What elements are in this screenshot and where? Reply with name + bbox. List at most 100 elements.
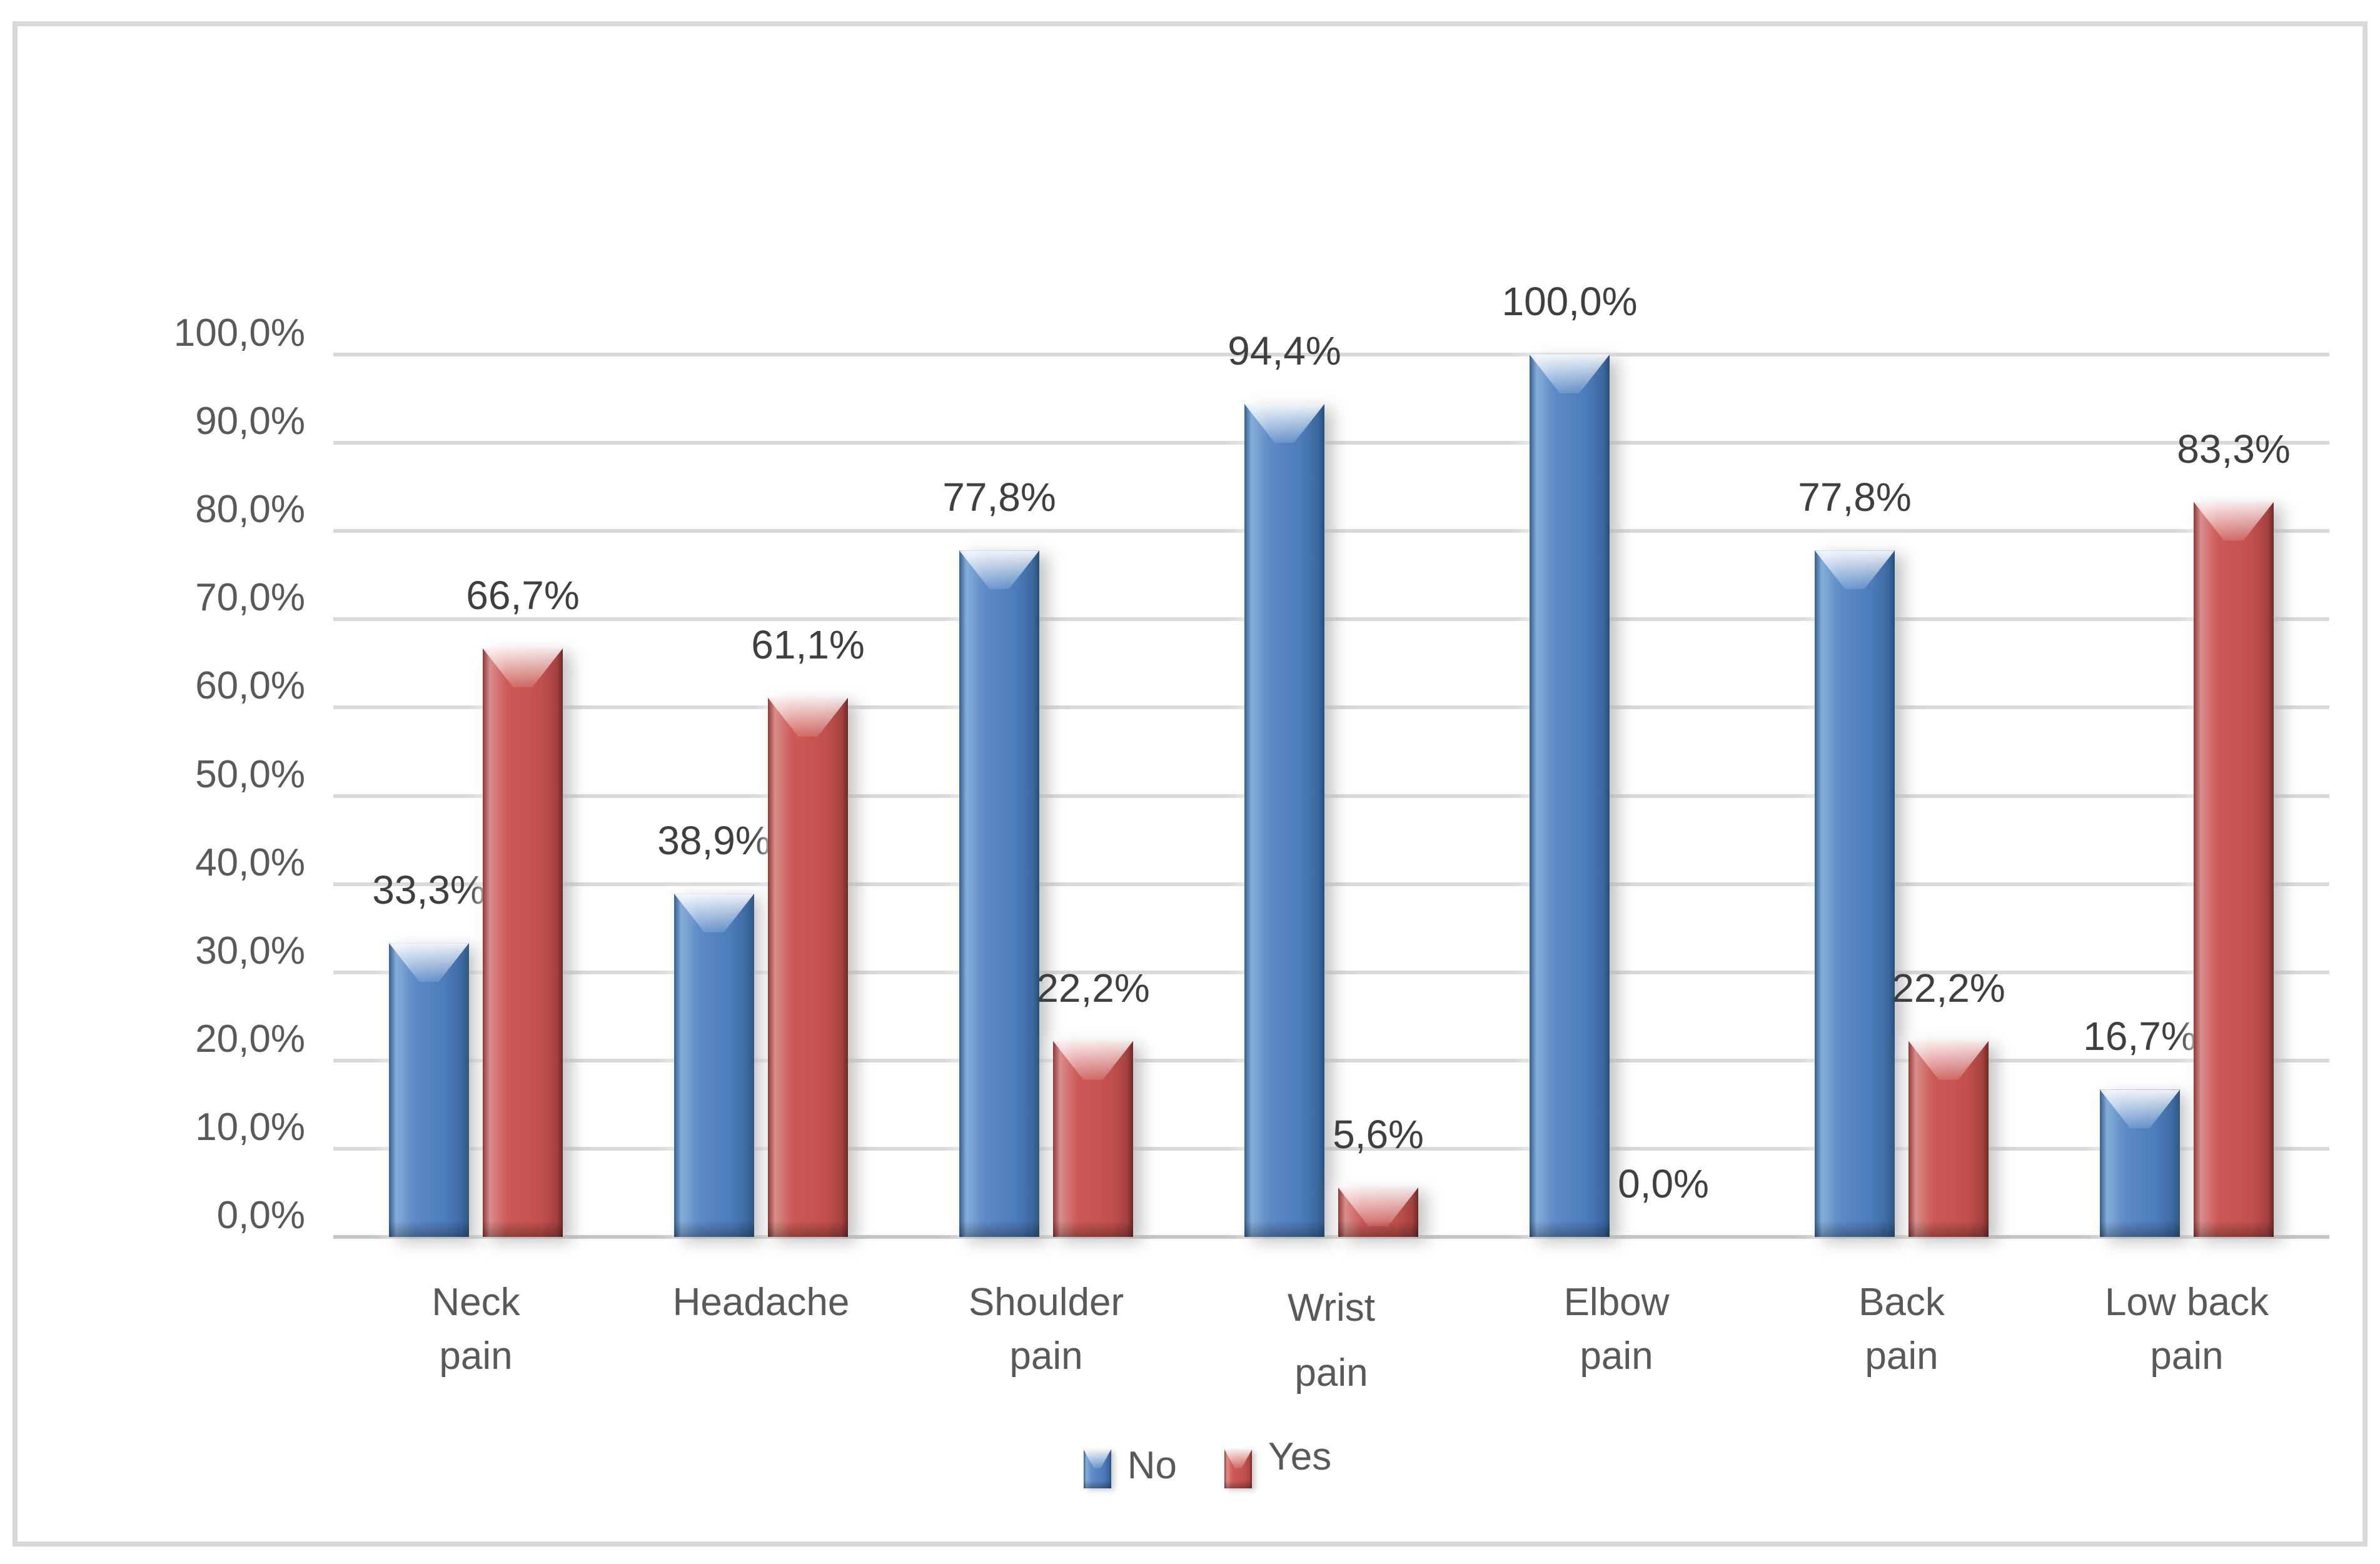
bar-top-bevel [1244,404,1324,443]
gridline [333,617,2329,622]
bar-top-bevel [2100,1089,2180,1129]
data-label: 22,2% [1036,965,1150,1011]
y-tick-label: 40,0% [195,840,305,884]
bar-top-bevel [1530,355,1610,393]
bar-no [1815,550,1895,1237]
category-label: Neck pain [431,1281,520,1378]
legend-label: Yes [1268,1435,1332,1478]
data-label: 0,0% [1618,1161,1709,1206]
plot-area: 33,3% 66,7% 38,9% 61,1% 77,8% 22,2% 94,4% 5,6% 1… [333,279,2329,1239]
bar-slot: 33,3% [372,355,486,1237]
category-axis: Neck pain Headache Shoulder pain Wrist pain… [333,1276,2329,1406]
bar-groups: 33,3% 66,7% 38,9% 61,1% 77,8% 22,2% 94,4% 5,6% 1… [333,279,2329,1237]
legend-swatch-shade [1224,1481,1253,1488]
bar-bottom-shade [389,1221,469,1237]
bar-bottom-shade [768,1221,848,1237]
bar-bottom-shade [1244,1221,1324,1237]
bar-yes [1338,1187,1418,1237]
bar-no [2100,1089,2180,1237]
bar-slot: 83,3% [2177,355,2291,1237]
legend-item-yes: Yes [1224,1435,1331,1491]
gridline [333,794,2329,798]
data-label: 83,3% [2177,426,2291,472]
data-label: 61,1% [751,622,865,667]
x-axis-line [333,1235,2329,1239]
bar-top-bevel [674,894,754,933]
category-label: Low back pain [2105,1281,2269,1378]
chart-frame: 33,3% 66,7% 38,9% 61,1% 77,8% 22,2% 94,4% 5,6% 1… [13,21,2367,1546]
data-label: 16,7% [2083,1014,2197,1059]
bar-group: 16,7% 83,3% [2044,355,2329,1237]
bar-yes [1909,1041,1989,1237]
legend-item-no: No [1083,1441,1177,1491]
data-label: 66,7% [466,572,580,618]
legend-swatch-no [1083,1450,1111,1488]
bar-group: 77,8% 22,2% [904,355,1189,1237]
y-tick-label: 0,0% [216,1194,305,1237]
bar-group: 94,4% 5,6% [1189,328,1474,1237]
bar-group: 77,8% 22,2% [1759,355,2044,1237]
data-label: 94,4% [1228,328,1341,374]
y-tick-label: 30,0% [195,929,305,972]
gridline [333,1146,2329,1151]
y-tick-label: 80,0% [195,488,305,532]
data-label: 33,3% [372,867,486,913]
y-tick-label: 50,0% [195,752,305,796]
category-label: Wrist pain [1287,1286,1376,1395]
gridline [333,882,2329,886]
data-label: 100,0% [1501,279,1638,324]
y-tick-label: 60,0% [195,664,305,708]
gridline [333,353,2329,356]
y-tick-label: 10,0% [195,1105,305,1149]
bar-group: 100,0% 0,0% [1474,279,1759,1237]
category-label: Back pain [1858,1281,1945,1378]
legend: No Yes [18,1435,2380,1491]
bar-slot: 5,6% [1333,355,1424,1237]
gridline [333,529,2329,533]
bar-bottom-shade [1909,1221,1989,1237]
bar-top-bevel [1815,550,1895,590]
bar-bottom-shade [1815,1221,1895,1237]
bar-yes [2194,502,2274,1237]
bar-no [674,894,754,1237]
category-label: Shoulder pain [968,1281,1124,1378]
bar-slot: 77,8% [1798,355,1912,1237]
bar-yes [1053,1041,1133,1237]
bar-slot: 0,0% [1618,355,1709,1237]
bar-bottom-shade [2100,1221,2180,1237]
bar-slot: 100,0% [1501,279,1638,1237]
bar-bottom-shade [1053,1221,1133,1237]
bar-top-bevel [389,943,469,982]
bar-slot: 16,7% [2083,355,2197,1237]
data-label: 22,2% [1892,965,2005,1011]
bar-top-bevel [1053,1041,1133,1080]
bar-bottom-shade [959,1221,1039,1237]
legend-swatch-bevel [1224,1450,1253,1468]
category-label: Headache [672,1281,850,1324]
bar-no [1244,404,1324,1237]
gridline [333,705,2329,710]
gridline [333,441,2329,445]
bar-top-bevel [483,648,563,687]
bar-bottom-shade [674,1221,754,1237]
bar-yes [768,697,848,1237]
gridline [333,970,2329,974]
bar-bottom-shade [1530,1221,1610,1237]
gridline [333,1058,2329,1062]
bar-slot: 22,2% [1036,355,1150,1237]
bar-bottom-shade [483,1221,563,1237]
bar-top-bevel [1909,1041,1989,1080]
legend-swatch-yes [1224,1450,1253,1488]
bar-bottom-shade [2194,1221,2274,1237]
bar-slot: 22,2% [1892,355,2005,1237]
bar-no [1530,355,1610,1237]
bar-top-bevel [959,550,1039,590]
y-tick-label: 90,0% [195,400,305,443]
bar-top-bevel [2194,502,2274,541]
bar-yes [483,648,563,1237]
data-label: 77,8% [942,475,1056,520]
bar-no [389,943,469,1237]
bar-group: 38,9% 61,1% [618,355,904,1237]
bar-group: 33,3% 66,7% [333,355,618,1237]
y-tick-label: 20,0% [195,1017,305,1061]
